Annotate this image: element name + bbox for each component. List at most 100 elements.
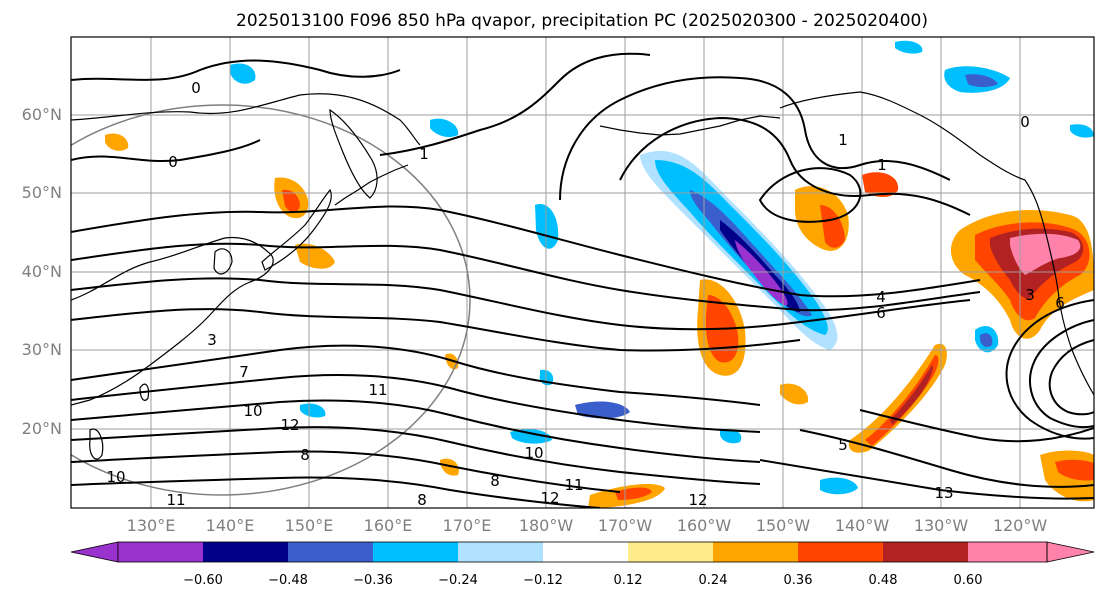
colorbar-bin (543, 542, 628, 562)
contour-label: 11 (368, 381, 387, 399)
coast-na-west (1024, 179, 1094, 396)
contour-mid-3 (71, 277, 971, 331)
contour-label: 1 (838, 131, 848, 149)
colorbar-frame (117, 541, 1048, 563)
lon-tick-label: 170°W (598, 516, 653, 535)
negative-bering-core (965, 74, 998, 87)
contour-label: 3 (207, 331, 217, 349)
contour-label: 0 (168, 153, 178, 171)
contour-sub-3 (71, 399, 761, 463)
lat-tick-label: 20°N (22, 419, 62, 438)
positive-south-stripe-core (615, 487, 652, 500)
positive-subtropic-band (848, 343, 947, 453)
contour-label: 0 (191, 79, 201, 97)
lat-axis: 60°N 50°N 40°N 30°N 20°N (22, 105, 62, 438)
coast-kamchatka (329, 108, 378, 199)
contour-sub-5 (71, 450, 621, 493)
lon-tick-label: 130°E (127, 516, 176, 535)
contour-hairpin-3 (1048, 339, 1094, 416)
positive-blob-north (862, 172, 899, 197)
colorbar-bin (798, 542, 883, 562)
contour-sub-6 (71, 476, 601, 508)
colorbar-tick-label: 0.60 (954, 573, 983, 588)
positive-west (105, 133, 129, 151)
positive-dateline-patch (440, 458, 459, 476)
contour-label: 13 (934, 484, 953, 502)
lon-tick-label: 160°W (677, 516, 732, 535)
lat-tick-label: 40°N (22, 262, 62, 281)
contour-label: 12 (280, 416, 299, 434)
contour-label: 0 (1020, 113, 1030, 131)
contour-ridge-1 (559, 76, 951, 201)
contour-label: 1 (419, 145, 429, 163)
negative-alaska-n (895, 40, 923, 54)
contour-label: 10 (243, 402, 262, 420)
contour-label: 11 (564, 476, 583, 494)
positive-japan-core (282, 189, 300, 212)
colorbar-tick-label: −0.60 (183, 573, 223, 588)
colorbar-bin (883, 542, 968, 562)
domain-circle (71, 104, 471, 496)
contour-label: 12 (540, 489, 559, 507)
lon-axis: 130°E 140°E 150°E 160°E 170°E 180°W 170°… (127, 516, 1048, 535)
colorbar-extend-high (1046, 541, 1095, 563)
colorbar: −0.60 −0.48 −0.36 −0.24 −0.12 0.12 0.24 … (70, 541, 1095, 588)
contour-sub-2 (71, 374, 761, 433)
contour-label: 11 (166, 491, 185, 509)
coast-philippines (89, 428, 104, 460)
contour-label: 1 (877, 156, 887, 174)
colorbar-extend-low (70, 541, 119, 563)
negative-central-south-light (510, 429, 552, 444)
contour-0-north (71, 59, 401, 81)
coast-alaska (779, 91, 1026, 181)
negative-ne-corner (1070, 124, 1094, 138)
contour-label: 8 (490, 472, 500, 490)
positive-ar-landfall-peak (1010, 233, 1081, 275)
lat-tick-label: 60°N (22, 105, 62, 124)
contour-label: 12 (688, 491, 707, 509)
positive-subtropic-band-core (865, 355, 939, 446)
contour-mid-2 (71, 242, 981, 312)
negative-trop-east (820, 477, 858, 495)
contour-mid-1 (71, 205, 981, 298)
colorbar-tick-label: −0.48 (268, 573, 308, 588)
colorbar-tick-label: 0.48 (869, 573, 898, 588)
contour-hairpin-1 (1005, 299, 1094, 440)
colorbar-tick-label: 0.24 (699, 573, 728, 588)
negative-central-south (575, 401, 630, 419)
colorbar-tick-label: −0.24 (438, 573, 478, 588)
positive-central-patch (780, 383, 809, 405)
negative-coast-ca-core (980, 333, 993, 348)
lon-tick-label: 160°E (364, 516, 413, 535)
contour-sub-1 (71, 344, 761, 406)
chart-title: 2025013100 F096 850 hPa qvapor, precipit… (236, 11, 928, 31)
lon-tick-label: 130°W (914, 516, 969, 535)
colorbar-bin (968, 542, 1047, 562)
lon-tick-label: 140°W (835, 516, 890, 535)
contour-label: 6 (1055, 294, 1065, 312)
positive-subtropic-band-peak (890, 365, 933, 425)
coastlines (71, 91, 1094, 460)
coast-aleutians (599, 115, 781, 136)
positive-se-corner-core (1055, 459, 1094, 481)
positive-east-china-sea (295, 243, 335, 269)
positive-blob-midlat-core (820, 205, 845, 248)
contour-label: 10 (106, 468, 125, 486)
contour-label: 3 (1025, 286, 1035, 304)
colorbar-bin (288, 542, 373, 562)
colorbar-bin (713, 542, 798, 562)
contour-hairpin-2 (1029, 319, 1094, 428)
coast-korea (213, 248, 233, 275)
contour-label: 8 (417, 491, 427, 509)
contour-mid-4 (71, 308, 801, 352)
coast-asia-east (71, 236, 274, 406)
colorbar-bin (458, 542, 543, 562)
lon-tick-label: 150°E (285, 516, 334, 535)
colorbar-bin (628, 542, 713, 562)
contour-label: 8 (300, 446, 310, 464)
negative-north-patch-1 (230, 63, 256, 84)
contour-sub-4 (71, 426, 761, 485)
coast-asia-north (71, 93, 421, 146)
contour-label: 4 (876, 288, 886, 306)
